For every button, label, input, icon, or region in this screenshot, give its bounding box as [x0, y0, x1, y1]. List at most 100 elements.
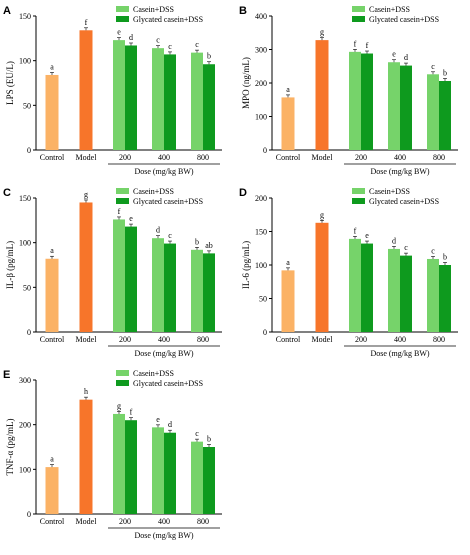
bar-casein-dss	[152, 238, 164, 332]
x-category-label: Model	[76, 517, 98, 526]
bar-glycated-casein-dss	[203, 447, 215, 514]
bar-casein-dss	[191, 249, 203, 332]
bar-model	[79, 399, 93, 514]
significance-letter: ab	[205, 241, 213, 250]
significance-letter: c	[156, 36, 160, 45]
legend-swatch-glycated-casein-dss	[116, 198, 129, 204]
significance-letter: f	[354, 39, 357, 48]
significance-letter: g	[320, 28, 324, 37]
significance-letter: c	[195, 40, 199, 49]
bar-glycated-casein-dss	[125, 45, 137, 151]
y-tick-label: 0	[263, 146, 267, 155]
significance-letter: c	[431, 246, 435, 255]
bar-glycated-casein-dss	[164, 54, 176, 151]
significance-letter: d	[129, 33, 133, 42]
x-category-label: 200	[355, 335, 367, 344]
legend-label: Casein+DSS	[369, 5, 410, 14]
x-category-label: 800	[197, 517, 209, 526]
bar-casein-dss	[152, 427, 164, 514]
chart-panel-c: C 0 50 100 150 IL-β (pg/mL) a Control g Model fe 20…	[3, 187, 222, 358]
legend-swatch-casein-dss	[116, 6, 129, 12]
y-tick-label: 50	[259, 295, 267, 304]
x-category-label: Model	[312, 153, 334, 162]
x-category-label: 400	[394, 335, 406, 344]
significance-letter: c	[195, 429, 199, 438]
legend-label: Casein+DSS	[369, 187, 410, 196]
significance-letter: b	[195, 237, 199, 246]
x-category-label: 800	[197, 335, 209, 344]
x-category-label: 800	[197, 153, 209, 162]
legend-swatch-casein-dss	[352, 6, 365, 12]
significance-letter: d	[404, 53, 408, 62]
legend-swatch-casein-dss	[116, 188, 129, 194]
legend-swatch-glycated-casein-dss	[116, 380, 129, 386]
bar-casein-dss	[113, 413, 125, 514]
x-category-label: Control	[276, 153, 301, 162]
x-category-label: 400	[394, 153, 406, 162]
y-axis-label: IL-β (pg/mL)	[5, 241, 15, 289]
bar-glycated-casein-dss	[125, 420, 137, 514]
significance-letter: e	[156, 415, 160, 424]
significance-letter: d	[156, 226, 160, 235]
panel-letter: C	[3, 187, 11, 199]
significance-letter: b	[443, 68, 447, 77]
bar-glycated-casein-dss	[203, 64, 215, 150]
y-tick-label: 0	[263, 328, 267, 337]
y-tick-label: 0	[27, 328, 31, 337]
panel-letter: D	[239, 187, 247, 199]
legend-label: Casein+DSS	[133, 5, 174, 14]
bar-glycated-casein-dss	[361, 243, 373, 332]
chart-panel-b: B 0 100 200 300 400 MPO (ng/mL) a Control g Model f…	[239, 5, 458, 176]
bar-model	[79, 202, 93, 332]
legend-label: Glycated casein+DSS	[369, 15, 439, 24]
bar-glycated-casein-dss	[164, 432, 176, 514]
panel-letter: A	[3, 5, 11, 17]
bar-control	[45, 258, 59, 332]
y-tick-label: 50	[23, 283, 31, 292]
significance-letter: b	[207, 52, 211, 61]
bar-casein-dss	[152, 48, 164, 150]
significance-letter: f	[118, 207, 121, 216]
y-tick-label: 100	[19, 57, 31, 66]
x-category-label: 400	[158, 335, 170, 344]
significance-letter: c	[168, 231, 172, 240]
bar-glycated-casein-dss	[400, 255, 412, 332]
chart-panel-d: D 0 50 100 150 200 IL-6 (pg/mL) a Control g Model f…	[239, 187, 458, 358]
significance-letter: f	[130, 408, 133, 417]
significance-letter: c	[168, 42, 172, 51]
x-axis-label: Dose (mg/kg BW)	[134, 531, 193, 540]
significance-letter: c	[431, 62, 435, 71]
bar-control	[281, 270, 295, 332]
legend-label: Casein+DSS	[133, 369, 174, 378]
significance-letter: g	[84, 190, 88, 199]
x-axis-label: Dose (mg/kg BW)	[134, 167, 193, 176]
legend-swatch-casein-dss	[352, 188, 365, 194]
y-tick-label: 100	[19, 465, 31, 474]
x-category-label: Control	[40, 153, 65, 162]
significance-letter: a	[50, 455, 54, 464]
panel-letter: E	[3, 369, 10, 381]
y-axis-label: MPO (ng/mL)	[241, 57, 251, 109]
significance-letter: a	[286, 258, 290, 267]
legend-label: Glycated casein+DSS	[133, 15, 203, 24]
legend-swatch-casein-dss	[116, 370, 129, 376]
y-tick-label: 300	[255, 46, 267, 55]
x-axis-label: Dose (mg/kg BW)	[370, 349, 429, 358]
bar-glycated-casein-dss	[439, 80, 451, 150]
x-category-label: 200	[119, 517, 131, 526]
chart-panel-e: E 0 100 200 300 TNF-α (pg/mL) a Control h Model gf…	[3, 369, 222, 540]
y-tick-label: 50	[23, 101, 31, 110]
y-axis-label: TNF-α (pg/mL)	[5, 419, 15, 476]
legend-label: Glycated casein+DSS	[133, 379, 203, 388]
x-category-label: Model	[76, 153, 98, 162]
significance-letter: e	[129, 214, 133, 223]
x-axis-label: Dose (mg/kg BW)	[134, 349, 193, 358]
bar-model	[315, 222, 329, 332]
bar-casein-dss	[388, 62, 400, 151]
bar-casein-dss	[349, 238, 361, 332]
bar-model	[315, 40, 329, 151]
y-tick-label: 200	[19, 421, 31, 430]
y-tick-label: 200	[255, 194, 267, 203]
